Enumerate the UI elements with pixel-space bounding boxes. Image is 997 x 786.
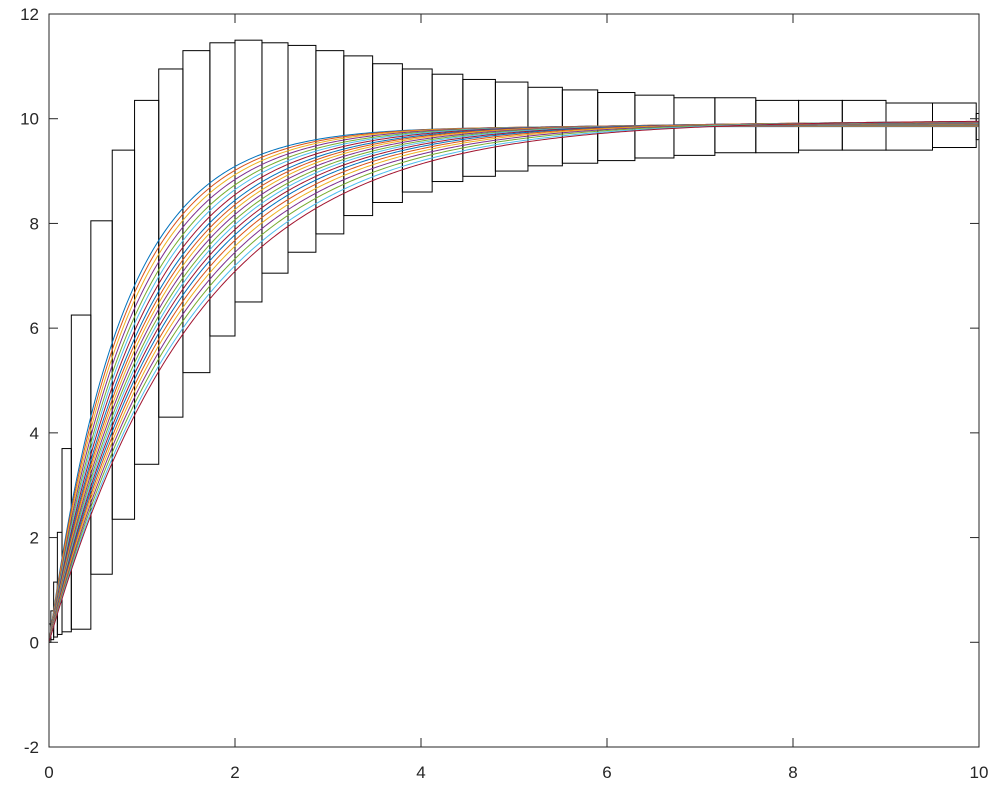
enclosure-box-21 [494, 81, 529, 172]
y-tick-label-6: 10 [20, 110, 39, 129]
trajectory-line-15 [48, 121, 980, 643]
trajectory-line-20 [48, 120, 980, 643]
x-tick-label-4: 8 [788, 763, 797, 782]
x-tick-label-0: 0 [44, 763, 53, 782]
y-tick-label-2: 2 [30, 529, 39, 548]
trajectory-line-0 [48, 126, 979, 643]
trajectory-line-3 [48, 125, 979, 643]
trajectory-line-18 [48, 121, 980, 643]
y-tick-label-0: -2 [24, 738, 39, 757]
tick-labels: 0 2 4 6 8 10 -2 0 2 4 6 8 10 12 [20, 5, 988, 782]
trajectory-line-13 [48, 122, 979, 643]
enclosure-box-14 [287, 44, 317, 253]
x-tick-label-3: 6 [602, 763, 611, 782]
enclosure-box-19 [431, 73, 464, 183]
trajectories [48, 120, 980, 643]
enclosure-box-13 [261, 42, 289, 274]
trajectory-line-17 [48, 121, 980, 643]
y-tick-label-5: 8 [30, 214, 39, 233]
x-tick-label-5: 10 [970, 763, 989, 782]
trajectory-line-10 [48, 123, 979, 643]
y-tick-label-4: 6 [30, 319, 39, 338]
trajectory-line-1 [48, 125, 979, 643]
y-tick-label-1: 0 [30, 633, 39, 652]
ticks [48, 13, 980, 748]
trajectory-line-12 [48, 122, 979, 643]
trajectory-line-19 [48, 120, 980, 643]
trajectory-line-16 [48, 121, 980, 643]
plot-frame [48, 13, 980, 748]
y-tick-label-7: 12 [20, 5, 39, 24]
x-tick-label-2: 4 [416, 763, 425, 782]
trajectory-line-14 [48, 121, 979, 643]
axes [48, 13, 980, 748]
trajectory-line-11 [48, 122, 979, 643]
trajectory-line-2 [48, 125, 979, 643]
y-tick-label-3: 4 [30, 424, 39, 443]
x-tick-label-1: 2 [230, 763, 239, 782]
